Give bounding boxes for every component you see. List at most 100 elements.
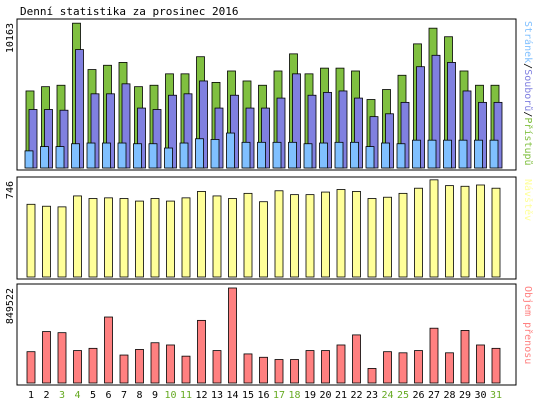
bar-stranek [195,138,204,169]
bar-objem [228,287,237,384]
x-tick-label: 12 [195,390,207,401]
bar-objem [352,334,361,384]
bar-objem [26,351,36,384]
bar-objem [429,327,439,384]
bar-navstev [259,201,268,278]
bar-stranek [334,141,344,169]
bar-objem [135,349,144,384]
bar-objem [414,350,423,384]
bar-objem [460,330,470,384]
bar-stranek [272,141,282,169]
bar-stranek [257,141,266,169]
panel-frame-top [16,18,517,171]
bar-navstev [57,206,67,278]
bar-navstev [212,195,222,278]
bar-objem [491,347,501,384]
x-tick-label: 8 [136,390,142,401]
bar-objem [42,331,51,384]
bar-objem [166,344,175,384]
bar-stranek [365,146,375,169]
bar-objem [88,347,98,384]
bar-navstev [398,192,408,278]
bar-stranek [427,139,437,169]
x-tick-label: 28 [443,390,455,401]
legend-entry: Objem přenosu [522,286,533,364]
legend-bottom: Objem přenosu [522,286,533,364]
x-tick-label: 11 [180,390,192,401]
bar-stranek [443,139,452,169]
bar-objem [398,352,408,384]
bar-navstev [104,197,113,278]
bar-navstev [150,198,160,278]
legend-entry: / [522,111,533,117]
bar-stranek [319,142,328,169]
bar-navstev [119,198,129,278]
legend-entry: / [522,63,533,69]
x-tick-label: 13 [211,390,223,401]
bar-objem [259,356,268,384]
bar-stranek [303,143,313,169]
x-tick-label: 3 [59,390,65,401]
bar-stranek [241,141,251,169]
bar-navstev [73,195,82,278]
bar-navstev [135,200,144,278]
x-tick-label: 31 [490,390,502,401]
bar-navstev [42,205,51,278]
bar-stranek [412,139,421,169]
bar-navstev [383,196,392,278]
x-tick-label: 27 [428,390,440,401]
bar-stranek [86,142,96,169]
bar-objem [476,344,485,384]
y-max-label-top: 10163 [5,23,16,53]
legend-entry: Stránek [522,21,533,63]
bar-objem [321,350,330,384]
bar-navstev [197,191,206,278]
bar-navstev [460,185,470,278]
bar-objem [119,354,129,384]
legend-middle: Návštěv [522,179,533,221]
bar-navstev [336,189,346,278]
bar-objem [181,355,191,384]
x-tick-label: 30 [474,390,486,401]
bar-objem [150,342,160,384]
bar-stranek [474,139,483,169]
legend-entry: Přístupů [522,117,533,165]
x-tick-label: 7 [121,390,127,401]
bar-navstev [491,187,501,278]
bar-objem [73,350,82,384]
bar-stranek [133,143,142,169]
bar-stranek [164,147,173,169]
x-tick-label: 20 [319,390,331,401]
bar-navstev [243,192,253,278]
bar-navstev [429,179,439,278]
bar-stranek [71,143,80,169]
bar-navstev [414,187,423,278]
bar-stranek [489,139,499,169]
bar-objem [243,353,253,384]
x-tick-label: 29 [459,390,471,401]
bar-navstev [305,194,315,278]
x-tick-label: 18 [288,390,300,401]
chart-title: Denní statistika za prosinec 2016 [20,5,239,18]
bar-navstev [26,203,36,278]
x-tick-label: 19 [304,390,316,401]
bar-objem [383,351,392,384]
bar-objem [274,359,284,384]
bar-stranek [179,142,189,169]
bar-navstev [321,191,330,278]
bar-stranek [40,146,49,169]
bar-stranek [226,132,235,169]
bar-stranek [381,142,390,169]
bar-objem [104,316,113,384]
x-tick-label: 14 [226,390,238,401]
bar-navstev [166,200,175,278]
bar-stranek [24,150,34,169]
x-tick-label: 23 [366,390,378,401]
x-tick-label: 2 [43,390,49,401]
bar-navstev [88,198,98,278]
bar-stranek [350,141,359,169]
bar-objem [212,350,222,384]
bar-navstev [274,190,284,278]
panel-frame-middle [16,176,517,280]
